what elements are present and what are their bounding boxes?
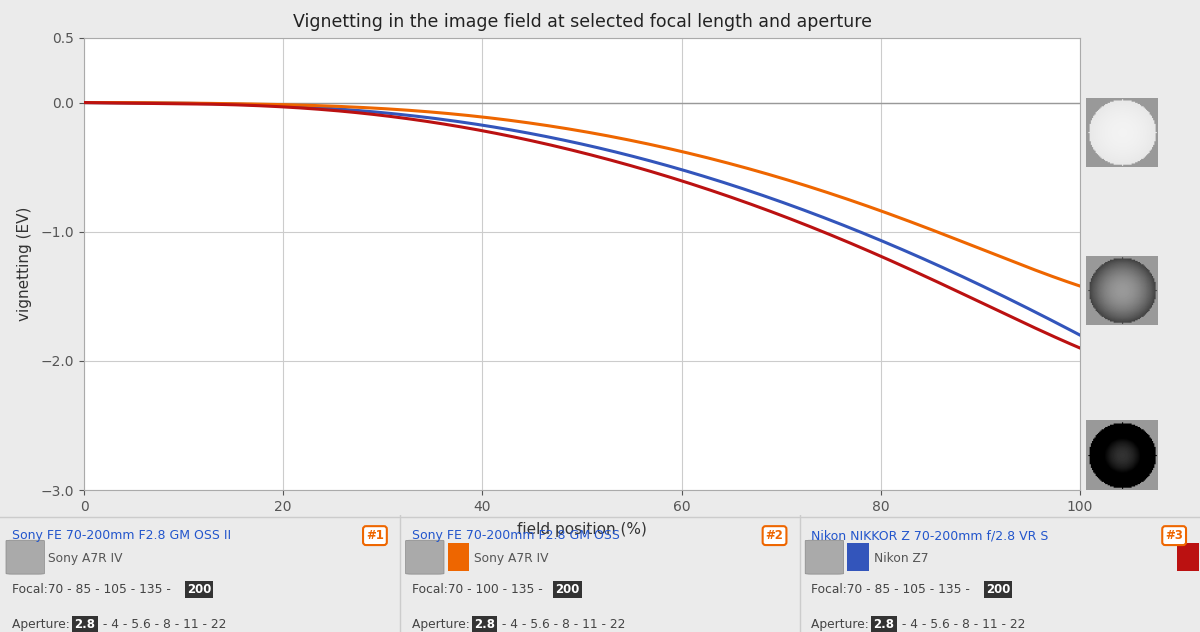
Text: Sony FE 70-200mm F2.8 GM OSS: Sony FE 70-200mm F2.8 GM OSS [412, 529, 619, 542]
Text: Focal:70 - 85 - 105 - 135 -: Focal:70 - 85 - 105 - 135 - [811, 583, 974, 596]
Text: 200: 200 [556, 583, 580, 596]
Y-axis label: vignetting (EV): vignetting (EV) [17, 207, 32, 321]
Text: #1: #1 [366, 529, 384, 542]
Text: - 4 - 5.6 - 8 - 11 - 22: - 4 - 5.6 - 8 - 11 - 22 [898, 618, 1026, 631]
Text: Nikon NIKKOR Z 70-200mm f/2.8 VR S: Nikon NIKKOR Z 70-200mm f/2.8 VR S [811, 529, 1049, 542]
Text: Aperture:: Aperture: [12, 618, 73, 631]
FancyBboxPatch shape [6, 540, 44, 574]
Text: - 4 - 5.6 - 8 - 11 - 22: - 4 - 5.6 - 8 - 11 - 22 [498, 618, 626, 631]
Text: #3: #3 [1165, 529, 1183, 542]
Text: Sony FE 70-200mm F2.8 GM OSS II: Sony FE 70-200mm F2.8 GM OSS II [12, 529, 232, 542]
Text: Focal:70 - 85 - 105 - 135 -: Focal:70 - 85 - 105 - 135 - [12, 583, 175, 596]
Title: Vignetting in the image field at selected focal length and aperture: Vignetting in the image field at selecte… [293, 13, 871, 31]
Text: 2.8: 2.8 [474, 618, 496, 631]
Text: Sony A7R IV: Sony A7R IV [48, 552, 122, 566]
Text: 200: 200 [986, 583, 1010, 596]
Text: 2.8: 2.8 [74, 618, 96, 631]
Text: Aperture:: Aperture: [811, 618, 872, 631]
Text: 2.8: 2.8 [874, 618, 895, 631]
X-axis label: field position (%): field position (%) [517, 522, 647, 537]
Text: Focal:70 - 100 - 135 -: Focal:70 - 100 - 135 - [412, 583, 546, 596]
Text: Nikon Z7: Nikon Z7 [874, 552, 928, 566]
Bar [1177, 543, 1199, 571]
Text: 200: 200 [187, 583, 211, 596]
Bar [847, 543, 869, 571]
FancyBboxPatch shape [406, 540, 444, 574]
Bar [448, 543, 469, 571]
Text: #2: #2 [766, 529, 784, 542]
Text: - 4 - 5.6 - 8 - 11 - 22: - 4 - 5.6 - 8 - 11 - 22 [98, 618, 227, 631]
Text: Aperture:: Aperture: [412, 618, 473, 631]
FancyBboxPatch shape [805, 540, 844, 574]
Text: Sony A7R IV: Sony A7R IV [474, 552, 548, 566]
